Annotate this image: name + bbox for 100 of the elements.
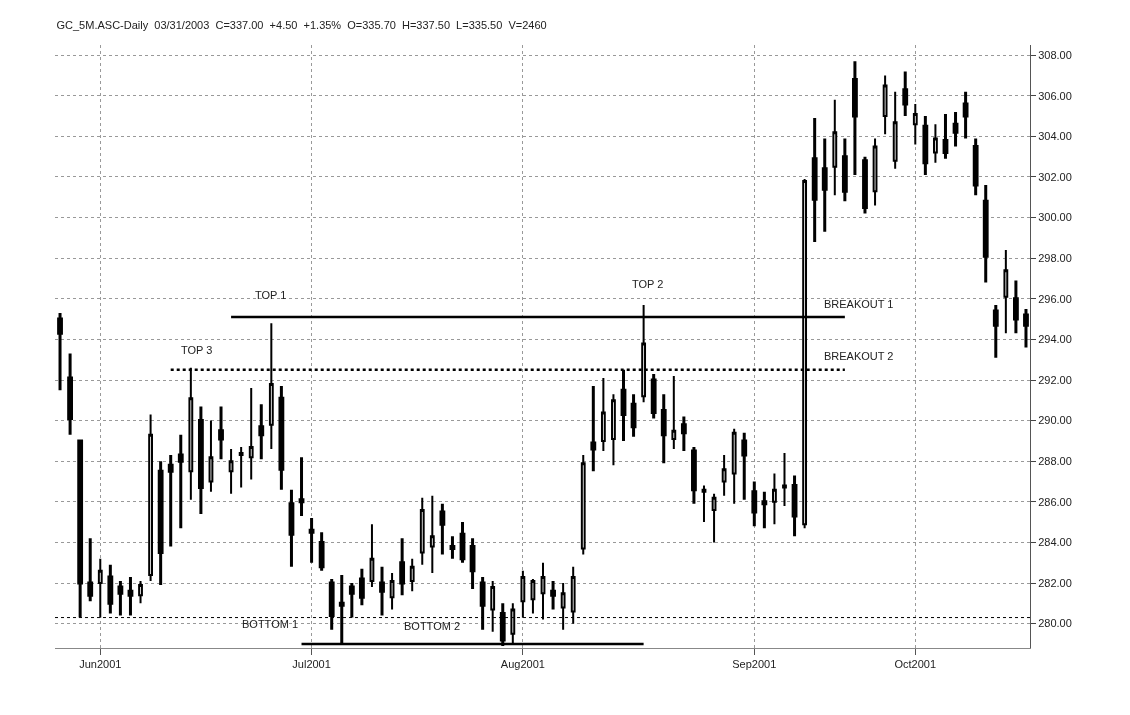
- candlestick: [772, 472, 777, 526]
- y-tick-label: 296.00: [1038, 292, 1072, 305]
- candlestick: [922, 116, 929, 175]
- candlestick: [248, 387, 254, 481]
- x-tick-label: Jul2001: [292, 658, 331, 671]
- y-tick-label: 302.00: [1038, 170, 1072, 183]
- candlestick: [208, 419, 214, 493]
- y-tick-label: 300.00: [1038, 211, 1072, 224]
- annotation: BOTTOM 2: [404, 620, 461, 632]
- y-tick-label: 290.00: [1038, 414, 1072, 427]
- candlestick: [962, 91, 969, 139]
- candlestick: [751, 481, 758, 527]
- candlestick: [530, 577, 536, 615]
- candlestick: [469, 538, 476, 590]
- candlestick: [650, 373, 657, 419]
- candlestick: [892, 90, 898, 170]
- candlestick: [238, 446, 244, 489]
- x-tick-label: Jun2001: [79, 658, 122, 671]
- candlestick: [912, 102, 918, 146]
- candlestick: [157, 461, 164, 586]
- candlestick: [278, 386, 285, 490]
- candlestick: [862, 156, 868, 214]
- candlestick: [358, 568, 365, 606]
- candlestick: [218, 406, 224, 460]
- y-tick-label: 306.00: [1038, 89, 1072, 102]
- annotation: BREAKOUT 2: [824, 350, 894, 362]
- y-tick-label: 282.00: [1038, 576, 1072, 589]
- candlestick: [782, 452, 787, 507]
- candlestick: [67, 353, 73, 435]
- candlestick: [952, 112, 959, 147]
- candlestick: [731, 427, 737, 505]
- annotation: TOP 3: [181, 344, 213, 356]
- candlestick: [148, 413, 153, 582]
- candlestick: [138, 580, 143, 605]
- x-tick-label: Sep2001: [732, 658, 777, 671]
- candlestick: [409, 557, 415, 593]
- candlestick: [660, 394, 667, 464]
- candlestick: [590, 386, 597, 472]
- candlestick: [600, 376, 606, 453]
- candlestick: [761, 491, 768, 529]
- candlestick: [1003, 249, 1009, 335]
- y-tick-label: 280.00: [1038, 617, 1072, 630]
- annotation: BREAKOUT 1: [824, 298, 894, 310]
- candlestick: [832, 98, 838, 197]
- candlestick: [57, 313, 63, 391]
- candlestick: [680, 416, 687, 452]
- candlestick: [439, 503, 446, 555]
- candlestick: [449, 536, 456, 559]
- candlestick: [852, 61, 858, 175]
- candlestick: [972, 138, 979, 196]
- candlestick: [550, 581, 556, 610]
- candlestick: [389, 571, 395, 611]
- candlestick: [882, 74, 888, 136]
- candlestick: [841, 138, 848, 202]
- annotation: BOTTOM 1: [242, 618, 299, 630]
- candlestick: [258, 404, 265, 460]
- candlestick: [1013, 280, 1019, 334]
- candlestick: [872, 137, 878, 207]
- annotation: TOP 2: [632, 278, 664, 290]
- candlestick: [399, 538, 406, 596]
- x-tick-label: Aug2001: [500, 658, 545, 671]
- candlestick: [580, 454, 586, 556]
- candlestick: [933, 123, 938, 164]
- candlestick: [691, 447, 697, 504]
- y-tick-label: 286.00: [1038, 495, 1072, 508]
- candlestick: [630, 394, 637, 437]
- candlestick: [741, 432, 748, 500]
- candlestick: [369, 523, 375, 589]
- candlestick: [611, 393, 616, 467]
- y-tick-label: 292.00: [1038, 373, 1072, 386]
- candlestick: [902, 71, 909, 117]
- candlestick: [298, 457, 305, 517]
- candlestick: [177, 434, 184, 529]
- candlestick: [701, 484, 707, 524]
- y-tick-label: 294.00: [1038, 333, 1072, 346]
- candlestick: [419, 496, 425, 566]
- candlestick: [87, 538, 94, 602]
- y-tick-label: 304.00: [1038, 130, 1072, 143]
- candlestick: [811, 118, 818, 242]
- candlestick: [1023, 308, 1029, 348]
- candlestick: [671, 374, 677, 451]
- candlestick: [318, 532, 325, 571]
- y-tick-label: 284.00: [1038, 536, 1072, 549]
- x-tick-label: Oct2001: [894, 658, 937, 671]
- candlestick: [107, 564, 114, 614]
- candlestick: [942, 114, 949, 159]
- candlestick: [308, 518, 315, 563]
- candlestick: [167, 455, 174, 547]
- candlestick: [288, 489, 295, 567]
- annotation: TOP 1: [255, 289, 287, 301]
- y-tick-label: 288.00: [1038, 455, 1072, 468]
- candlestick: [791, 475, 798, 537]
- candlestick: [459, 522, 466, 563]
- candlestick: [429, 494, 435, 574]
- candlestick: [821, 138, 828, 232]
- chart-title: GC_5M.ASC-Daily 03/31/2003 C=337.00 +4.50 +1.35% O=335.70 H=337.50 L=335.50 V=2460: [56, 18, 547, 31]
- candlestick: [992, 304, 999, 358]
- candlestick: [982, 185, 989, 283]
- candlestick: [197, 406, 204, 514]
- candlestick: [721, 454, 727, 497]
